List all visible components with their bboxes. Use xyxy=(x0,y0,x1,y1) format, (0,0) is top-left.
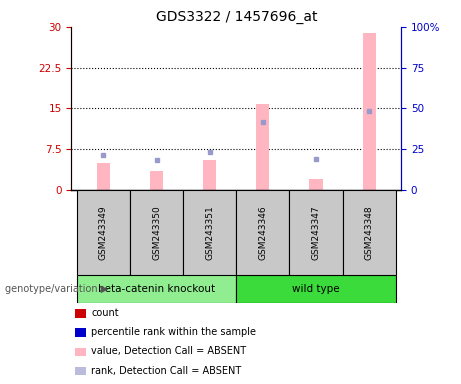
Title: GDS3322 / 1457696_at: GDS3322 / 1457696_at xyxy=(155,10,317,25)
Bar xyxy=(343,190,396,275)
Text: beta-catenin knockout: beta-catenin knockout xyxy=(98,284,215,294)
Bar xyxy=(309,179,323,190)
Text: value, Detection Call = ABSENT: value, Detection Call = ABSENT xyxy=(91,346,246,356)
Text: GSM243347: GSM243347 xyxy=(312,205,320,260)
Text: percentile rank within the sample: percentile rank within the sample xyxy=(91,327,256,337)
Bar xyxy=(256,104,270,190)
Text: GSM243346: GSM243346 xyxy=(258,205,267,260)
Bar xyxy=(362,33,376,190)
Bar xyxy=(290,190,343,275)
Bar xyxy=(183,190,236,275)
Bar xyxy=(75,348,86,356)
Text: wild type: wild type xyxy=(292,284,340,294)
Text: GSM243350: GSM243350 xyxy=(152,205,161,260)
Bar xyxy=(77,275,236,303)
Bar xyxy=(130,190,183,275)
Text: GSM243351: GSM243351 xyxy=(205,205,214,260)
Bar xyxy=(77,190,130,275)
Text: GSM243349: GSM243349 xyxy=(99,205,108,260)
Text: count: count xyxy=(91,308,119,318)
Bar xyxy=(150,171,163,190)
Bar xyxy=(236,190,290,275)
Text: genotype/variation ▶: genotype/variation ▶ xyxy=(5,284,108,294)
Text: rank, Detection Call = ABSENT: rank, Detection Call = ABSENT xyxy=(91,366,242,376)
Bar xyxy=(97,163,110,190)
Bar xyxy=(75,328,86,337)
Text: GSM243348: GSM243348 xyxy=(365,205,374,260)
Bar xyxy=(236,275,396,303)
Bar xyxy=(75,367,86,376)
Bar xyxy=(203,160,216,190)
Bar xyxy=(75,309,86,318)
